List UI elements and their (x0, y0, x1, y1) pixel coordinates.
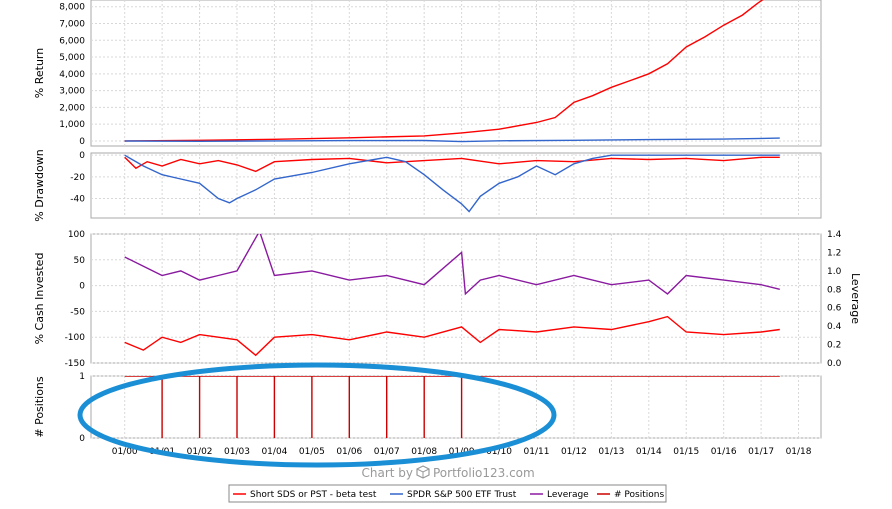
x-tick-label: 01/09 (449, 447, 475, 457)
legend-item: Leverage (530, 490, 589, 500)
y-tick-label: -20 (70, 173, 85, 183)
x-tick-label: 01/14 (636, 447, 662, 457)
x-tick-label: 01/00 (112, 447, 138, 457)
y-tick-label: 8,000 (59, 3, 85, 13)
x-tick-label: 01/06 (336, 447, 362, 457)
y2-tick-label: 1.2 (827, 248, 841, 258)
y-tick-label: 5,000 (59, 53, 85, 63)
annotation-ellipse (77, 362, 557, 468)
series-line (124, 154, 780, 213)
y-tick-label: 50 (74, 256, 86, 266)
y-tick-label: 0 (79, 434, 85, 444)
x-tick-label: 01/04 (261, 447, 287, 457)
y-tick-label: 0 (79, 282, 85, 292)
series-line (124, 315, 780, 357)
y-tick-label: 3,000 (59, 87, 85, 97)
y2-tick-label: 0.6 (827, 304, 842, 314)
panel-cash_leverage: 100 50 0 -50 -100 -150 0.0 0.2 0.4 0.6 0.8 1.0 1.2 1.… (33, 230, 862, 369)
y-tick-label: 7,000 (59, 19, 85, 29)
returns-plot-area (90, 0, 822, 147)
y-tick-label: 4,000 (59, 70, 85, 80)
y2-axis-label: Leverage (849, 273, 862, 324)
y2-tick-label: 0.4 (827, 322, 842, 332)
y2-tick-label: 0.0 (827, 359, 842, 369)
panel-returns: 0 1,000 2,000 3,000 4,000 5,000 6,000 7,000 8,00… (33, 0, 822, 147)
x-tick-label: 01/18 (786, 447, 812, 457)
series-line (124, 0, 764, 142)
drawdown-plot-area (90, 152, 822, 219)
chart-credit: Chart by Portfolio123.com (361, 465, 535, 480)
y2-tick-label: 0.8 (827, 285, 842, 295)
y-tick-label: -40 (70, 195, 85, 205)
y-tick-label: 0 (79, 151, 85, 161)
y-tick-label: -150 (65, 359, 86, 369)
y-tick-label: -50 (70, 307, 85, 317)
legend: Short SDS or PST - beta test SPDR S&P 500… (228, 484, 667, 503)
y2-tick-label: 1.0 (827, 267, 842, 277)
legend-label: Leverage (547, 490, 589, 500)
panel-positions: 0 1 # Positions (33, 372, 822, 444)
x-tick-label: 01/07 (374, 447, 400, 457)
x-tick-label: 01/12 (561, 447, 587, 457)
legend-item: SPDR S&P 500 ETF Trust (390, 490, 517, 500)
legend-label: # Positions (614, 490, 664, 500)
x-tick-label: 01/10 (486, 447, 512, 457)
x-tick-label: 01/03 (224, 447, 250, 457)
y-axis-label: % Drawdown (33, 149, 46, 221)
x-tick-label: 01/05 (299, 447, 325, 457)
portfolio123-logo-icon (416, 465, 430, 479)
series-line (124, 137, 780, 143)
credit-text: Chart by (361, 466, 413, 480)
panel-drawdown: 0 -20 -40 % Drawdown (33, 149, 822, 222)
y-tick-label: 6,000 (59, 36, 85, 46)
x-tick-label: 01/02 (187, 447, 213, 457)
legend-item: # Positions (597, 490, 664, 500)
y-tick-label: 2,000 (59, 103, 85, 113)
y-tick-label: -100 (65, 333, 86, 343)
y-axis-label: % Cash Invested (33, 253, 46, 345)
x-tick-label: 01/15 (673, 447, 699, 457)
y-axis-label: % Return (33, 48, 46, 98)
legend-box (228, 484, 667, 503)
y2-tick-label: 1.4 (827, 230, 842, 240)
legend-item: Short SDS or PST - beta test (233, 490, 377, 500)
x-tick-label: 01/13 (598, 447, 624, 457)
series-line (124, 234, 780, 296)
cash_leverage-plot-area (90, 233, 822, 364)
series-line (124, 376, 780, 438)
y-tick-label: 0 (79, 137, 85, 147)
credit-brand: Portfolio123.com (433, 466, 535, 480)
x-tick-label: 01/08 (411, 447, 437, 457)
x-tick-label: 01/16 (711, 447, 737, 457)
y-tick-label: 1 (79, 372, 85, 382)
x-tick-label: 01/17 (748, 447, 774, 457)
positions-plot-area (90, 375, 822, 439)
y-tick-label: 1,000 (59, 120, 85, 130)
y-tick-label: 100 (68, 230, 85, 240)
y2-tick-label: 0.2 (827, 341, 841, 351)
legend-label: Short SDS or PST - beta test (250, 490, 377, 500)
x-tick-label: 01/11 (524, 447, 550, 457)
legend-label: SPDR S&P 500 ETF Trust (407, 490, 517, 500)
y-axis-label: # Positions (33, 376, 46, 438)
